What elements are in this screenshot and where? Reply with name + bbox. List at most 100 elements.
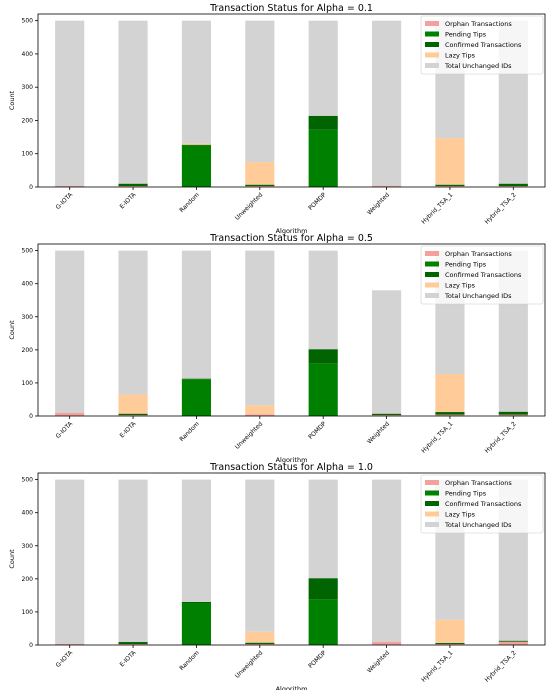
bar-orphan-transactions-e-iota [118,415,148,416]
bar-lazy-tips-hybrid-tsa-1 [435,138,465,185]
y-axis-label: Count [8,90,16,110]
bar-lazy-tips-hybrid-tsa-1 [435,619,465,644]
bar-confirmed-transactions-random [181,602,212,603]
legend-label-total-unchanged-ids: Total Unchanged IDs [444,521,512,529]
x-tick-label-e-iota: E-IOTA [119,420,139,440]
x-tick-label-hybrid-tsa-2: Hybrid_TSA_2 [484,191,518,225]
bar-confirmed-transactions-e-iota [118,183,148,187]
chart-panel-3: Transaction Status for Alpha = 1.0 0 100 20… [8,462,546,690]
bar-pending-tips-pomdp [308,599,338,645]
bar-pending-tips-pomdp [308,363,338,416]
x-tick-label-unweighted: Unweighted [234,191,264,221]
plot-frame [37,243,546,417]
bar-total-unchanged-ids-weighted [371,290,402,414]
bar-orphan-transactions-e-iota [118,186,148,187]
y-tick-label: 0 [29,642,33,649]
bar-orphan-transactions-weighted [371,415,402,416]
x-tick-label-weighted: Weighted [366,191,391,216]
x-tick-label-random: Random [178,649,201,672]
legend-box [420,245,544,305]
legend-label-lazy-tips: Lazy Tips [445,52,476,60]
bar-confirmed-transactions-unweighted [245,184,275,187]
x-tick-label-hybrid-tsa-2: Hybrid_TSA_2 [484,649,518,683]
y-tick-label: 200 [22,576,34,583]
legend: Orphan Transactions Pending Tips Confirmed… [420,245,544,305]
plot-frame [37,472,546,646]
bar-orphan-transactions-hybrid-tsa-2 [498,414,528,416]
bar-pending-tips-pomdp [308,129,338,187]
bar-lazy-tips-unweighted [245,631,275,643]
bar-lazy-tips-e-iota [118,394,148,414]
y-tick-label: 400 [22,510,34,517]
y-tick-label: 200 [22,117,34,124]
bar-total-unchanged-ids-unweighted [245,250,275,406]
chart-title: Transaction Status for Alpha = 0.5 [209,233,373,244]
legend-label-confirmed-transactions: Confirmed Transactions [445,271,522,279]
x-tick-label-unweighted: Unweighted [234,649,264,679]
x-tick-label-unweighted: Unweighted [234,420,264,450]
legend-swatch-confirmed-transactions [425,42,439,47]
legend-swatch-total-unchanged-ids [425,293,439,298]
x-tick-label-weighted: Weighted [366,649,391,674]
y-tick-label: 100 [22,609,34,616]
bar-confirmed-transactions-hybrid-tsa-2 [498,640,528,642]
legend-swatch-pending-tips [425,261,439,267]
x-tick-label-e-iota: E-IOTA [119,191,139,211]
y-tick-label: 0 [29,184,33,191]
bar-confirmed-transactions-hybrid-tsa-1 [435,643,465,645]
legend-label-pending-tips: Pending Tips [445,490,487,498]
bar-confirmed-transactions-e-iota [118,642,148,645]
y-tick-label: 500 [22,248,34,255]
x-tick-label-random: Random [178,191,201,214]
legend-label-orphan-transactions: Orphan Transactions [445,20,512,28]
bar-orphan-transactions-hybrid-tsa-2 [498,641,528,645]
x-tick-label-g-iota: G-IOTA [55,191,75,211]
bar-confirmed-transactions-hybrid-tsa-2 [498,411,528,415]
legend-label-pending-tips: Pending Tips [445,261,487,269]
legend-label-total-unchanged-ids: Total Unchanged IDs [444,292,512,300]
bar-lazy-tips-hybrid-tsa-1 [435,373,465,413]
y-tick-label: 300 [22,543,34,550]
bar-confirmed-transactions-pomdp [308,578,338,600]
x-tick-label-hybrid-tsa-1: Hybrid_TSA_1 [420,649,454,683]
legend-swatch-pending-tips [425,31,439,37]
y-tick-label: 100 [22,380,34,387]
x-tick-label-hybrid-tsa-2: Hybrid_TSA_2 [484,420,518,454]
bar-total-unchanged-ids-pomdp [308,20,338,116]
bar-confirmed-transactions-pomdp [308,349,338,364]
legend-swatch-confirmed-transactions [425,272,439,277]
legend-label-confirmed-transactions: Confirmed Transactions [445,41,522,49]
x-axis-label: Algorithm [276,456,308,464]
y-axis-label: Count [8,320,16,340]
bar-total-unchanged-ids-unweighted [245,479,275,632]
y-tick-label: 200 [22,347,34,354]
legend-label-pending-tips: Pending Tips [445,31,487,39]
bar-orphan-transactions-g-iota [55,644,85,645]
bar-total-unchanged-ids-e-iota [118,20,148,184]
legend-swatch-orphan-transactions [425,251,439,256]
bar-total-unchanged-ids-weighted [371,479,402,642]
bar-total-unchanged-ids-g-iota [55,479,85,645]
legend-swatch-confirmed-transactions [425,501,439,506]
x-tick-label-random: Random [178,420,201,443]
chart-panel-1: Transaction Status for Alpha = 0.1 0 100 20… [8,3,546,235]
y-tick-label: 0 [29,413,33,420]
legend-label-orphan-transactions: Orphan Transactions [445,250,512,258]
legend-swatch-total-unchanged-ids [425,63,439,68]
bar-total-unchanged-ids-pomdp [308,479,338,579]
bar-lazy-tips-unweighted [245,162,275,185]
y-tick-label: 300 [22,84,34,91]
bar-pending-tips-random [181,602,212,645]
bar-total-unchanged-ids-e-iota [118,479,148,643]
bar-total-unchanged-ids-g-iota [55,250,85,413]
bar-orphan-transactions-weighted [371,185,402,187]
bar-orphan-transactions-hybrid-tsa-1 [435,414,465,416]
bar-orphan-transactions-unweighted [245,186,275,187]
legend-label-total-unchanged-ids: Total Unchanged IDs [444,62,512,70]
legend-box [420,15,544,75]
bar-total-unchanged-ids-random [181,479,212,602]
bar-confirmed-transactions-unweighted [245,642,275,645]
x-axis-label: Algorithm [276,227,308,235]
bar-confirmed-transactions-random [181,144,212,146]
y-axis-label: Count [8,549,16,569]
